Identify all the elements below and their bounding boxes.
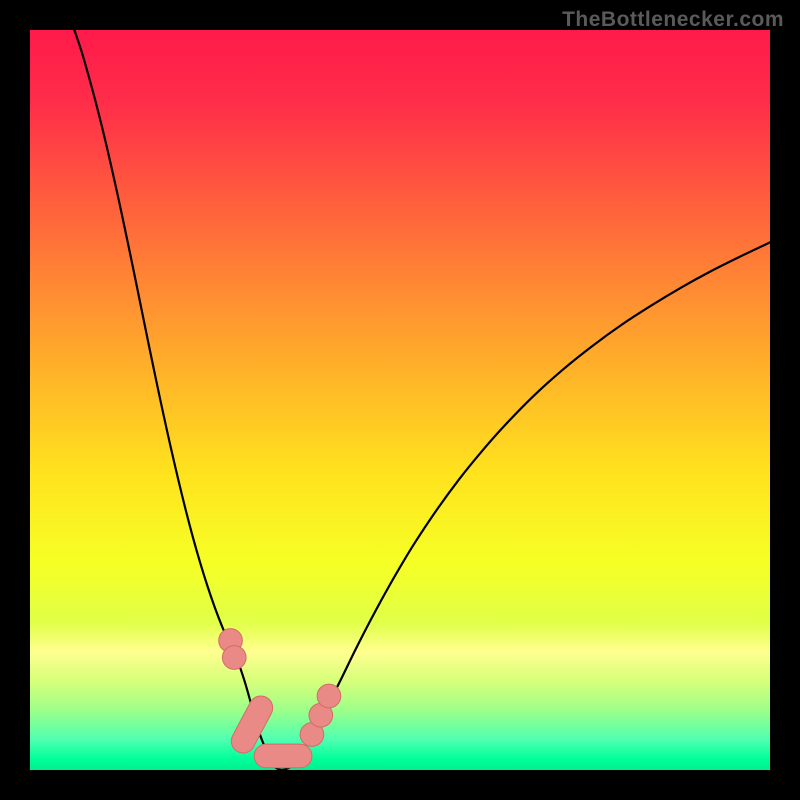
watermark-text: TheBottlenecker.com xyxy=(562,8,784,32)
plot-area xyxy=(30,30,770,770)
gradient-background xyxy=(30,30,770,770)
